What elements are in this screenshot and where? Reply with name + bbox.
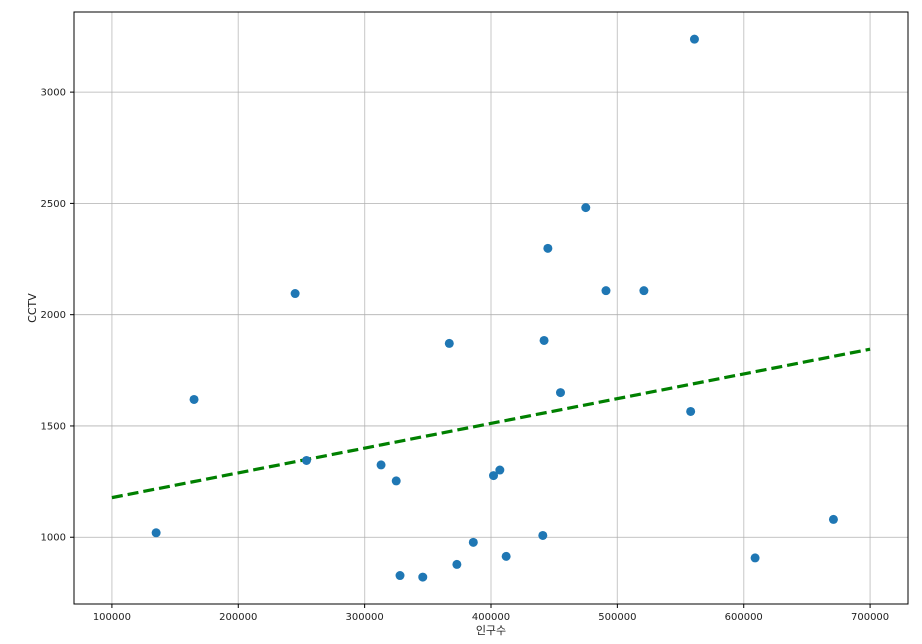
x-tick-label: 100000 <box>93 612 131 623</box>
data-point <box>395 571 405 581</box>
data-point <box>686 406 696 416</box>
data-point <box>495 465 505 475</box>
data-point <box>290 289 300 299</box>
data-point <box>151 528 161 538</box>
data-point <box>452 559 462 569</box>
data-points <box>151 34 838 582</box>
data-point <box>302 455 312 465</box>
x-tick-label: 600000 <box>725 612 763 623</box>
data-point <box>689 34 699 44</box>
trend-line-group <box>111 347 871 500</box>
data-point <box>750 553 760 563</box>
data-point <box>376 460 386 470</box>
x-tick-label: 300000 <box>346 612 384 623</box>
data-point <box>501 551 511 561</box>
data-point <box>543 243 553 253</box>
data-point <box>601 286 611 296</box>
y-tick-label: 2500 <box>41 199 66 210</box>
data-point <box>539 335 549 345</box>
data-point <box>556 388 565 398</box>
x-tick-label: 400000 <box>472 612 510 623</box>
data-point <box>468 537 478 547</box>
data-point <box>489 471 499 481</box>
y-tick-label: 1000 <box>41 533 66 544</box>
data-point <box>538 530 548 540</box>
trend-line <box>111 347 871 500</box>
y-tick-label: 2000 <box>41 310 66 321</box>
x-axis-label: 인구수 <box>476 624 506 637</box>
x-tick-label: 500000 <box>598 612 636 623</box>
x-tick-label: 700000 <box>851 612 889 623</box>
y-tick-label: 1500 <box>41 421 66 432</box>
data-point <box>189 394 199 404</box>
y-ticks: 1000 1500 2000 2500 3000 <box>41 88 74 544</box>
grid-lines <box>74 12 908 604</box>
data-point <box>828 514 838 524</box>
data-point <box>391 476 401 486</box>
y-axis-label: CCTV <box>26 293 39 323</box>
x-tick-label: 200000 <box>219 612 257 623</box>
data-point <box>418 572 428 582</box>
data-point <box>444 338 454 348</box>
data-point <box>581 203 591 213</box>
x-ticks: 100000 200000 300000 400000 500000 600000 7000… <box>93 604 889 623</box>
data-point <box>639 286 649 296</box>
y-tick-label: 3000 <box>41 88 66 99</box>
